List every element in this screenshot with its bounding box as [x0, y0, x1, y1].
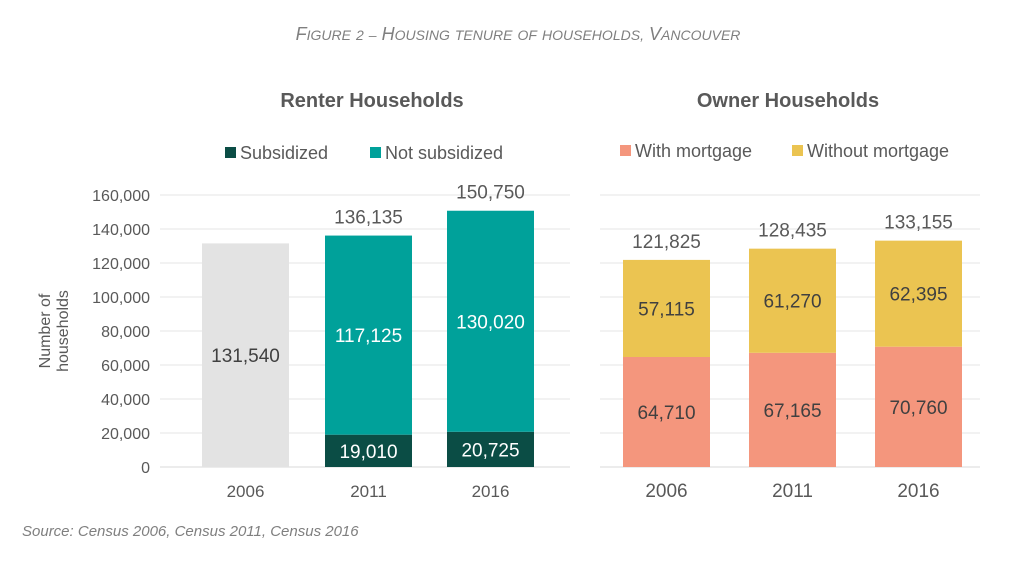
data-label: 70,760 [889, 398, 947, 419]
chart-title: Renter Households [280, 90, 463, 112]
y-tick-label: 80,000 [101, 324, 150, 341]
bar-segment [325, 235, 412, 435]
data-label: 131,540 [211, 346, 280, 367]
bar-segment [875, 346, 962, 467]
y-tick-label: 60,000 [101, 358, 150, 375]
total-label: 128,435 [758, 221, 827, 242]
y-tick-label: 120,000 [92, 256, 150, 273]
data-label: 67,165 [763, 401, 821, 422]
data-label: 62,395 [889, 285, 947, 306]
figure-title: FIGURE 2 – HOUSING TENURE OF HOUSEHOLDS,… [296, 24, 741, 44]
x-tick-label: 2016 [472, 482, 510, 501]
x-tick-label: 2011 [350, 482, 387, 501]
data-label: 19,010 [339, 442, 397, 463]
total-label: 133,155 [884, 213, 953, 234]
data-label: 130,020 [456, 312, 525, 333]
data-label: 57,115 [638, 299, 695, 320]
legend-label: With mortgage [635, 141, 752, 161]
x-tick-label: 2016 [897, 481, 939, 502]
bar-segment [447, 210, 534, 432]
data-label: 61,270 [763, 292, 821, 313]
y-tick-label: 0 [141, 460, 150, 477]
y-tick-label: 140,000 [92, 222, 150, 239]
total-label: 150,750 [456, 183, 525, 204]
bar-segment [623, 356, 710, 467]
data-label: 20,725 [461, 440, 519, 461]
total-label: 121,825 [632, 232, 701, 253]
legend-swatch [225, 147, 236, 158]
source-note: Source: Census 2006, Census 2011, Census… [22, 523, 359, 540]
legend-swatch [792, 145, 803, 156]
legend-label: Without mortgage [807, 141, 949, 161]
bar-segment [447, 431, 534, 467]
bar-segment [325, 434, 412, 467]
bar-segment [623, 259, 710, 357]
data-label: 117,125 [335, 326, 402, 347]
y-tick-label: 20,000 [101, 426, 150, 443]
total-label: 136,135 [334, 208, 403, 229]
data-label: 64,710 [637, 403, 695, 424]
legend-swatch [370, 147, 381, 158]
x-tick-label: 2006 [227, 482, 265, 501]
y-axis-label: Number ofhouseholds [37, 290, 72, 372]
bar-segment [202, 243, 289, 467]
bar-segment [875, 240, 962, 347]
legend-label: Not subsidized [385, 143, 503, 163]
y-tick-label: 100,000 [92, 290, 150, 307]
chart-title: Owner Households [697, 90, 879, 112]
x-tick-label: 2006 [645, 481, 687, 502]
y-tick-label: 160,000 [92, 188, 150, 205]
x-tick-label: 2011 [772, 481, 813, 502]
legend-label: Subsidized [240, 143, 328, 163]
legend-swatch [620, 145, 631, 156]
bar-segment [749, 248, 836, 353]
y-tick-label: 40,000 [101, 392, 150, 409]
bar-segment [749, 352, 836, 467]
